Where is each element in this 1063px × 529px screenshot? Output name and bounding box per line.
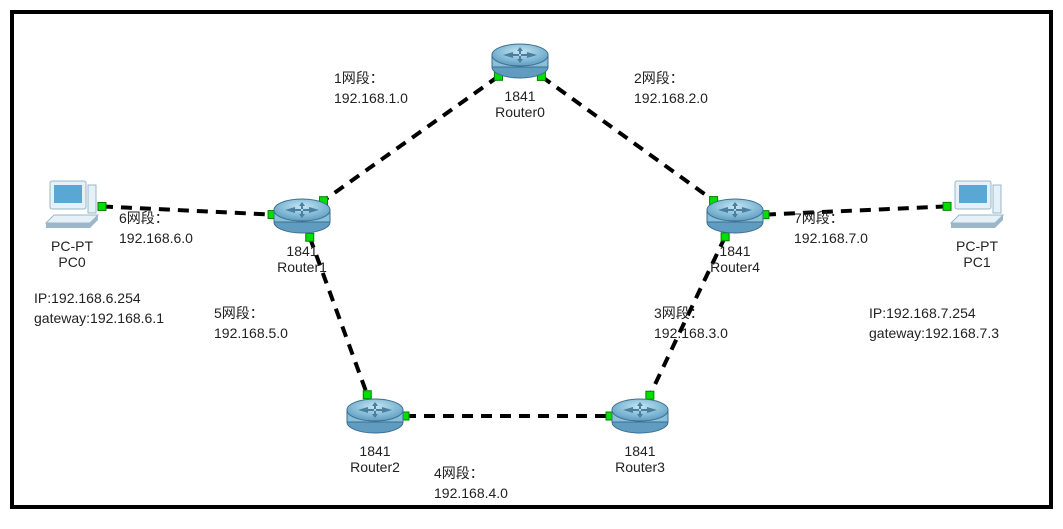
segment-label-s2: 2网段：192.168.2.0 [634,69,708,108]
router-name: Router1 [271,259,333,275]
pc-config-pc0: IP:192.168.6.254gateway:192.168.6.1 [34,289,164,328]
segment-net: 192.168.7.0 [794,229,868,249]
segment-title: 6网段： [119,209,193,229]
segment-title: 1网段： [334,69,408,89]
router-router4[interactable]: 1841Router4 [704,194,766,275]
segment-label-s3: 3网段：192.168.3.0 [654,304,728,343]
router-router3[interactable]: 1841Router3 [609,394,671,475]
pc-model: PC-PT [44,238,100,254]
segment-title: 7网段： [794,209,868,229]
pc-ip: IP:192.168.6.254 [34,289,164,309]
pc-name: PC0 [44,254,100,270]
segment-net: 192.168.6.0 [119,229,193,249]
segment-label-s7: 7网段：192.168.7.0 [794,209,868,248]
pc-pc1[interactable]: PC-PTPC1 [949,179,1005,270]
pc-config-pc1: IP:192.168.7.254gateway:192.168.7.3 [869,304,999,343]
pc-gateway: gateway:192.168.6.1 [34,309,164,329]
router-name: Router0 [489,104,551,120]
segment-net: 192.168.3.0 [654,324,728,344]
router-router1[interactable]: 1841Router1 [271,194,333,275]
router-model: 1841 [704,243,766,259]
pc-gateway: gateway:192.168.7.3 [869,324,999,344]
pc-pc0[interactable]: PC-PTPC0 [44,179,100,270]
pc-model: PC-PT [949,238,1005,254]
segment-title: 2网段： [634,69,708,89]
pc-ip: IP:192.168.7.254 [869,304,999,324]
segment-label-s5: 5网段：192.168.5.0 [214,304,288,343]
router-name: Router3 [609,459,671,475]
segment-net: 192.168.4.0 [434,484,508,504]
router-model: 1841 [271,243,333,259]
segment-net: 192.168.2.0 [634,89,708,109]
router-router2[interactable]: 1841Router2 [344,394,406,475]
router-model: 1841 [489,88,551,104]
router-router0[interactable]: 1841Router0 [489,39,551,120]
segment-title: 5网段： [214,304,288,324]
router-model: 1841 [609,443,671,459]
segment-title: 3网段： [654,304,728,324]
segment-net: 192.168.1.0 [334,89,408,109]
segment-label-s6: 6网段：192.168.6.0 [119,209,193,248]
segment-label-s4: 4网段：192.168.4.0 [434,464,508,503]
segment-label-s1: 1网段：192.168.1.0 [334,69,408,108]
segment-net: 192.168.5.0 [214,324,288,344]
diagram-frame: 1841Router0 1841Router1 [10,10,1053,509]
router-name: Router2 [344,459,406,475]
segment-title: 4网段： [434,464,508,484]
pc-name: PC1 [949,254,1005,270]
router-model: 1841 [344,443,406,459]
router-name: Router4 [704,259,766,275]
